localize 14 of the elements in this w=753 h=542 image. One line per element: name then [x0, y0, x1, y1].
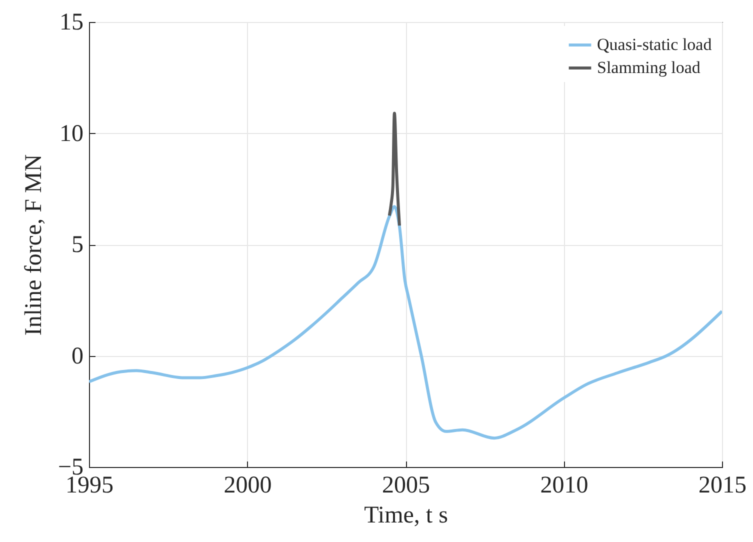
y-axis-title: Inline force, F MN — [20, 154, 47, 336]
legend-label: Slamming load — [597, 58, 701, 77]
y-tick-label: 5 — [72, 232, 84, 258]
legend-label: Quasi-static load — [597, 35, 712, 54]
x-tick-label: 2010 — [540, 472, 588, 498]
y-tick-label: 10 — [60, 120, 84, 147]
x-tick-label: 2000 — [224, 472, 272, 498]
y-tick-label: 15 — [60, 10, 84, 36]
y-tick-label: 0 — [72, 343, 84, 370]
x-axis-title: Time, t s — [364, 502, 448, 528]
x-tick-label: 2015 — [698, 472, 746, 498]
x-tick-label: 2005 — [382, 472, 430, 498]
line-series — [388, 112, 401, 228]
line-series — [89, 205, 722, 440]
